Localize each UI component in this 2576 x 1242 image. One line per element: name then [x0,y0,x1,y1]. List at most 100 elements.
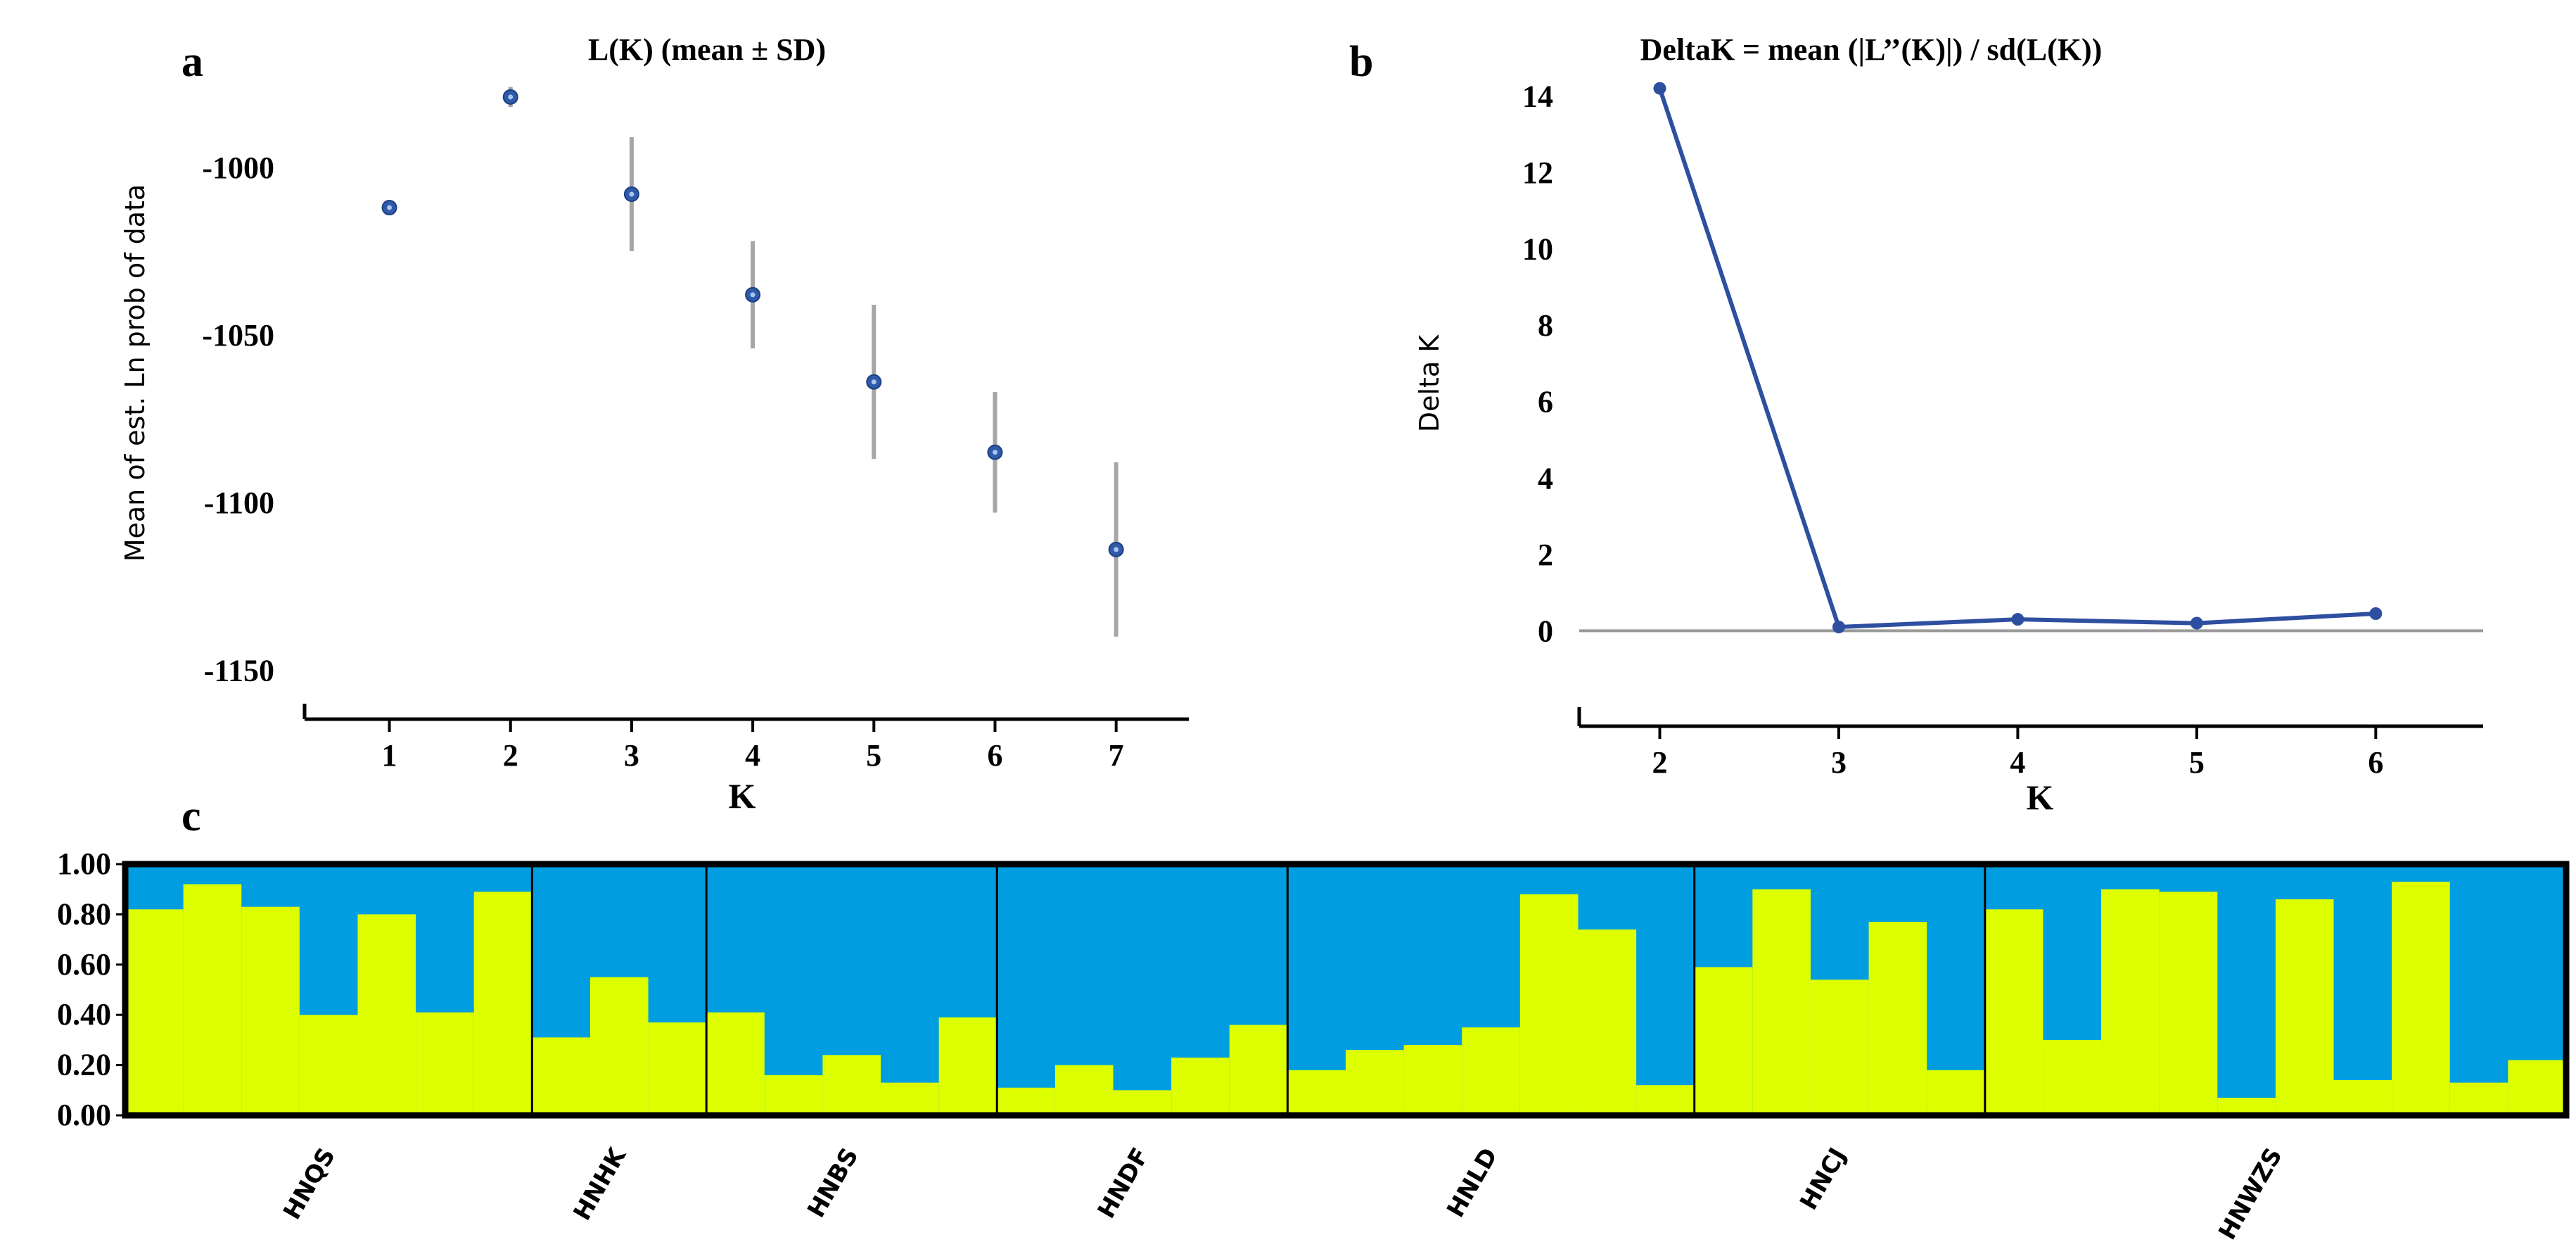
panel-b-data-point [2369,607,2383,620]
panel-c-bar-cluster2 [1113,864,1172,1115]
panel-c-bar-cluster1 [764,1075,824,1115]
panel-b-title: DeltaK = mean (|L’’(K)|) / sd(L(K)) [1640,32,2103,67]
panel-b-y-tick-label: 14 [1522,79,1553,113]
panel-c-bar-cluster2 [2333,864,2392,1115]
panel-b-series-line [1657,87,2376,629]
panel-c-bar-cluster1 [706,1012,765,1115]
panel-c-bar-cluster1 [2275,899,2335,1115]
panel-c-bar-cluster1 [648,1022,707,1115]
panel-c-bar-cluster1 [589,977,649,1115]
panel-c-bar-cluster1 [1229,1025,1288,1115]
panel-b-y-tick-label: 4 [1538,461,1553,495]
panel-c-bar-cluster1 [416,1012,475,1115]
panel-a-data-point-highlight [992,450,997,455]
panel-a-x-tick-label: 3 [624,738,639,773]
panel-c-bar-cluster1 [1984,909,2044,1115]
panel-b-y-tick-label: 2 [1538,538,1553,572]
panel-c-bar-cluster1 [2101,889,2160,1115]
panel-c-bar-cluster1 [473,892,533,1115]
panel-b-x-tick-label: 3 [1831,745,1847,780]
panel-b-letter: b [1349,38,1373,86]
panel-c-bar-cluster1 [1519,894,1579,1115]
panel-c-bar-cluster1 [357,914,416,1115]
panel-c-bar-cluster2 [997,864,1056,1115]
panel-c-bar-cluster1 [881,1082,940,1115]
panel-b-y-axis-title: Delta K [1414,334,1445,432]
panel-c-bar-cluster1 [2333,1080,2392,1115]
panel-c-letter: c [181,792,201,840]
panel-c-bar-cluster1 [1171,1057,1230,1115]
panel-b-x-tick-label: 6 [2368,745,2383,780]
panel-c-bar-cluster1 [1403,1045,1462,1115]
panel-a-x-tick-label: 1 [382,738,397,773]
panel-c-bar-cluster1 [299,1015,359,1115]
panel-a-data-point-highlight [629,191,635,197]
panel-c-bar-cluster1 [1287,1070,1346,1115]
panel-c-bar-cluster1 [1752,889,1811,1115]
panel-b-x-tick-label: 2 [1652,745,1668,780]
panel-c-bar-cluster1 [2508,1060,2567,1115]
panel-a-lk-plot: a L(K) (mean ± SD) Mean of est. Ln prob … [120,32,1189,816]
panel-a-x-tick-label: 6 [987,738,1002,773]
panel-c-structure-barplot: c 0.00 0.20 0.40 0.60 0.80 1.00 HNQS HNHK HNBS H… [57,792,2570,1242]
panel-b-deltak-plot: b DeltaK = mean (|L’’(K)|) / sd(L(K)) De… [1349,32,2483,817]
panel-a-x-tick-label: 5 [866,738,881,773]
panel-b-x-axis-title: K [2027,778,2054,817]
panel-b-data-point [2011,613,2025,626]
panel-c-bar-cluster1 [938,1017,997,1115]
panel-b-x-tick-label: 4 [2010,745,2025,780]
panel-c-bar-cluster1 [1636,1085,1695,1115]
panel-b-data-point [2190,616,2203,630]
panel-a-letter: a [181,38,203,86]
panel-b-data-point [1653,82,1666,95]
panel-a-x-tick-label: 4 [745,738,760,773]
panel-c-bar-cluster1 [1694,967,1753,1115]
panel-c-bar-cluster1 [532,1037,591,1115]
panel-a-y-tick-label: -1150 [204,653,274,687]
panel-b-y-tick-label: 6 [1538,385,1553,419]
panel-a-x-axis-title: K [729,776,756,816]
panel-a-x-tick-label: 7 [1109,738,1124,773]
panel-a-data-point-highlight [1114,547,1119,552]
panel-c-population-label: HNWZS [2213,1143,2288,1242]
panel-c-y-tick-label: 1.00 [57,847,111,881]
panel-c-population-label: HNBS [802,1143,864,1223]
panel-a-y-tick-label: -1100 [204,486,274,520]
panel-c-population-label: HNQS [278,1143,341,1225]
panel-c-bar-cluster1 [125,909,184,1115]
panel-c-y-tick-label: 0.40 [57,997,111,1032]
panel-a-data-point-highlight [387,205,393,210]
panel-c-population-label: HNCJ [1794,1143,1852,1215]
panel-c-y-tick-label: 0.80 [57,896,111,931]
panel-c-population-label: HNHK [568,1142,632,1225]
panel-c-bar-cluster2 [1636,864,1695,1115]
panel-c-bar-cluster1 [183,884,242,1115]
panel-c-bar-cluster1 [241,906,300,1115]
panel-c-bar-cluster1 [1346,1050,1405,1115]
panel-c-y-tick-label: 0.20 [57,1048,111,1082]
panel-a-y-tick-label: -1050 [202,318,274,353]
panel-c-bar-cluster2 [881,864,940,1115]
panel-b-y-tick-label: 12 [1522,156,1553,190]
panel-b-y-tick-label: 10 [1522,232,1553,267]
panel-c-population-label: HNLD [1441,1143,1503,1223]
panel-c-bar-cluster1 [997,1087,1056,1115]
panel-c-bar-cluster2 [2449,864,2508,1115]
panel-c-bar-cluster1 [1113,1090,1172,1115]
panel-a-data-point-highlight [508,94,514,100]
panel-c-population-label: HNDF [1092,1143,1155,1224]
panel-b-x-tick-label: 5 [2189,745,2205,780]
panel-a-data-point-highlight [871,379,876,385]
panel-a-data-point-highlight [750,292,755,298]
panel-c-y-tick-label: 0.00 [57,1098,111,1132]
panel-c-bar-cluster1 [1578,929,1637,1115]
panel-c-frame [122,861,2570,1119]
panel-c-bar-cluster1 [822,1055,881,1115]
panel-c-bar-cluster1 [1462,1027,1521,1115]
panel-b-y-tick-label: 0 [1538,614,1553,648]
panel-a-y-tick-label: -1000 [202,151,274,185]
panel-a-y-axis-title: Mean of est. Ln prob of data [120,184,151,562]
panel-c-bar-cluster1 [2392,881,2451,1115]
panel-b-y-tick-label: 8 [1538,308,1553,343]
